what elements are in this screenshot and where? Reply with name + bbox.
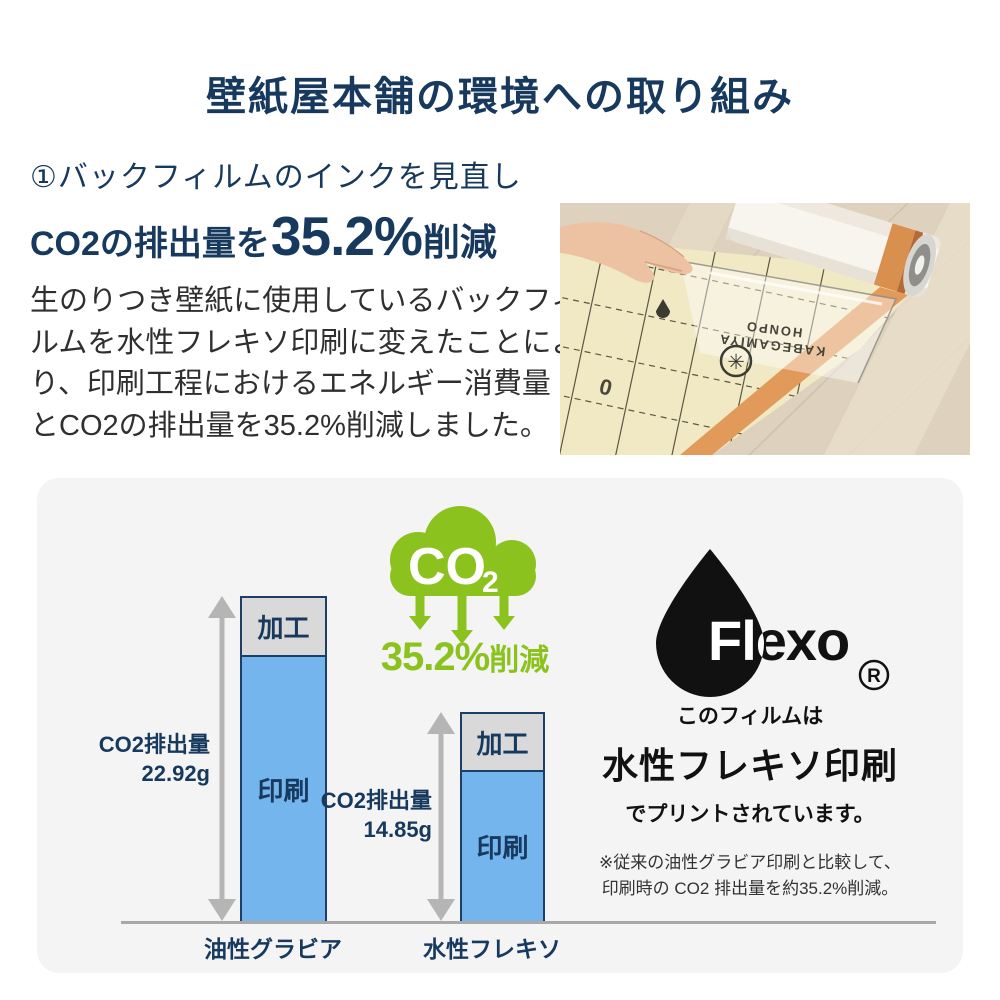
range-arrow-flexo <box>427 712 455 921</box>
registered-mark: R <box>867 666 881 687</box>
clear-film: KABEGAMIYA HONPO ✳ <box>679 260 898 384</box>
bar-flexo-printing-segment: 印刷 <box>462 772 543 921</box>
cloud-sub2-text: 2 <box>482 566 499 599</box>
emission-title: CO2排出量 <box>320 788 432 813</box>
body-line: とCO2の排出量を35.2%削減しました。 <box>30 409 549 442</box>
reduction-percentage: 35.2% <box>380 635 490 679</box>
gravure-emission-label: CO2排出量 22.92g <box>65 730 210 788</box>
flexo-desc-line3: でプリントされています。 <box>625 803 875 826</box>
flexo-wordmark: Flexo <box>708 609 849 672</box>
reduction-label: 35.2%削減 <box>381 635 549 680</box>
bar-gravure-processing-segment: 加工 <box>242 598 325 657</box>
flexo-drop-icon <box>656 549 764 697</box>
bar-gravure: 加工 印刷 <box>240 596 327 923</box>
body-line: り、印刷工程におけるエネルギー消費量 <box>30 368 551 400</box>
flexo-desc-line1: このフィルムは <box>676 705 824 728</box>
flexo-description: このフィルムは 水性フレキソ印刷 でプリントされています。 ※従来の油性グラビア… <box>550 700 950 902</box>
reduction-word: 削減 <box>489 644 550 677</box>
film-logo-circle <box>719 344 753 378</box>
segment-label: 加工 <box>257 613 310 643</box>
axis-line <box>121 921 936 924</box>
segment-label: 加工 <box>476 728 529 759</box>
hand <box>560 222 693 283</box>
axis-label-gravure: 油性グラビア <box>204 936 342 962</box>
flexo-desc-line2: 水性フレキソ印刷 <box>601 745 898 786</box>
flexo-wordmark-overlay: Flexo <box>708 609 849 672</box>
bar-flexo: 加工 印刷 <box>460 712 545 923</box>
emission-value: 14.85g <box>363 817 433 842</box>
flexo-note-line1: ※従来の油性グラビア印刷と比較して、 <box>599 853 901 872</box>
axis-label-flexo: 水性フレキソ <box>423 936 561 962</box>
product-photo-illustration: 0 <box>560 203 970 455</box>
wallpaper-roll <box>724 203 941 300</box>
emission-value: 22.92g <box>141 761 211 786</box>
film-logo-asterisk: ✳ <box>727 351 745 374</box>
body-line: ルムを水性フレキソ印刷に変えたことによ <box>30 326 581 359</box>
range-arrow-gravure <box>208 596 236 921</box>
co2-cloud-icon: CO 2 <box>390 506 536 644</box>
co2-highlight-prefix: CO2の排出量を <box>30 225 270 263</box>
bar-flexo-processing-segment: 加工 <box>462 714 543 772</box>
page-title: 壁紙屋本舗の環境への取り組み <box>206 75 794 119</box>
flexo-emission-label: CO2排出量 14.85g <box>287 786 432 844</box>
mini-drop-mark <box>656 299 670 318</box>
intro-body-text: 生のりつき壁紙に使用しているバックフィ ルムを水性フレキソ印刷に変えたことによ … <box>30 281 581 447</box>
co2-highlight-line: CO2の排出量を 35.2% 削減 <box>30 204 497 268</box>
cloud-co-text: CO <box>408 538 486 596</box>
segment-label: 印刷 <box>257 775 310 806</box>
flexo-logo: Flexo Flexo R <box>656 549 890 697</box>
comparison-panel: 加工 印刷 CO2排出量 22.92g 加工 印刷 CO2排出量 14. <box>37 478 963 973</box>
flexo-note-line2: 印刷時の CO2 排出量を約35.2%削減。 <box>601 879 899 898</box>
body-line: 生のりつき壁紙に使用しているバックフィ <box>30 285 580 317</box>
emission-title: CO2排出量 <box>98 732 210 757</box>
co2-highlight-percentage: 35.2% <box>270 205 423 267</box>
step-heading: ①バックフィルムのインクを見直し <box>30 161 522 194</box>
bar-gravure-printing-segment: 印刷 <box>242 657 325 921</box>
film-brand-text: HONPO <box>744 319 803 341</box>
segment-label: 印刷 <box>476 833 529 863</box>
sheet-scale-mark: 0 <box>597 374 615 401</box>
registered-mark-circle <box>858 659 890 691</box>
co2-highlight-suffix: 削減 <box>422 222 497 263</box>
